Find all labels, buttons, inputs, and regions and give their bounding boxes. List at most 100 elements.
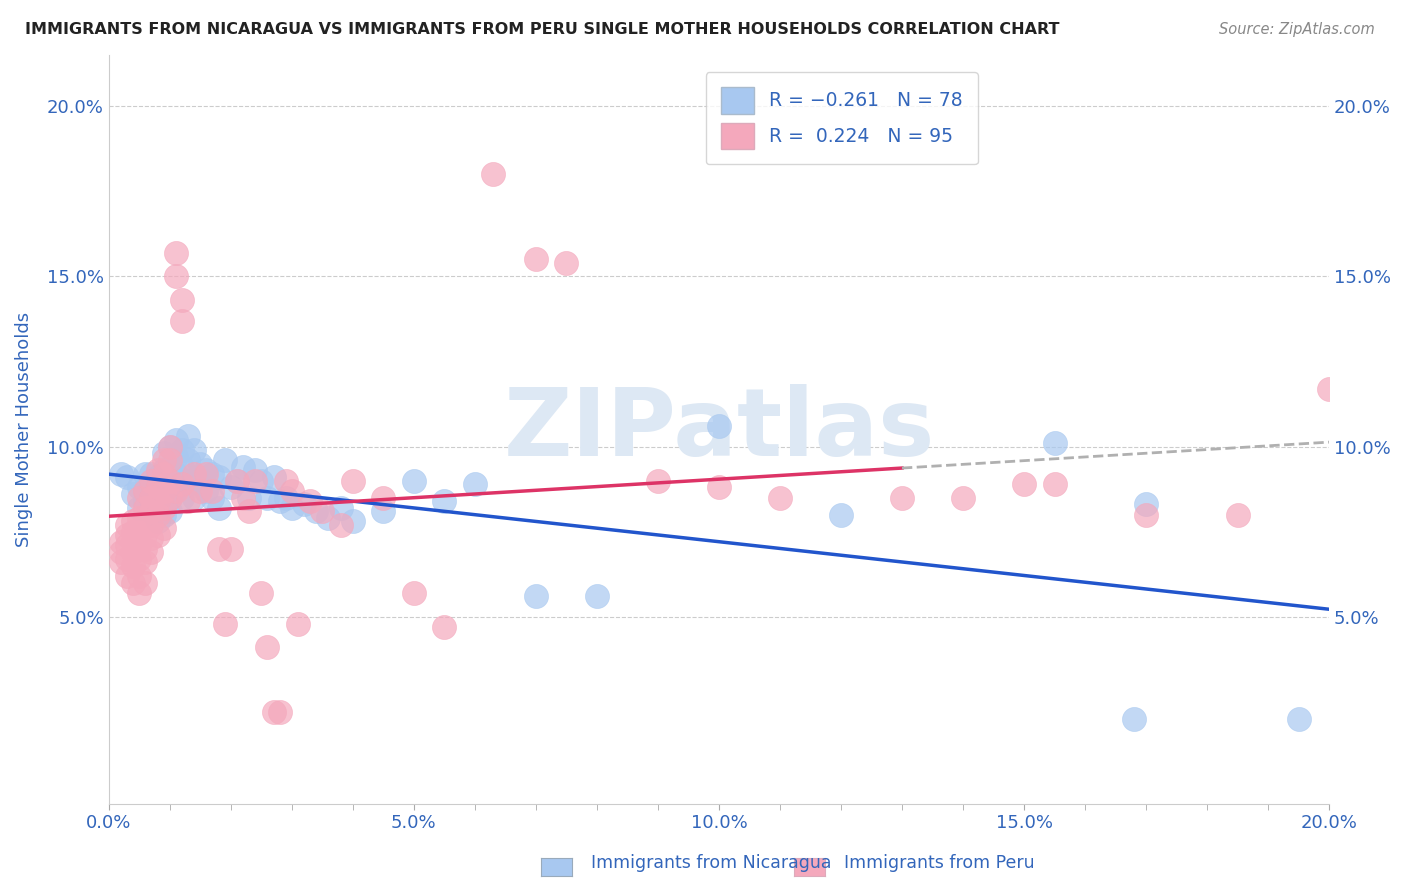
Point [170,460,193,475]
Point [225,474,247,488]
Point [152,463,174,477]
Point [134,500,156,515]
Point [373,504,395,518]
Point [122,515,145,529]
Point [183,442,205,457]
Point [152,483,174,498]
Point [128,524,150,539]
Point [555,256,578,270]
Point [134,483,156,498]
Point [134,541,156,556]
Text: ZIPatlas: ZIPatlas [503,384,935,475]
Point [402,474,425,488]
Point [188,483,211,498]
Point [159,504,181,518]
Point [146,480,169,494]
Point [141,467,163,481]
Point [177,453,200,467]
Point [115,470,138,484]
Point [165,245,187,260]
Point [269,705,291,719]
Point [287,616,309,631]
Point [170,293,193,308]
Point [170,442,193,457]
Legend: R = −0.261   N = 78, R =  0.224   N = 95: R = −0.261 N = 78, R = 0.224 N = 95 [706,72,979,164]
Point [177,474,200,488]
Point [207,541,229,556]
Text: Immigrants from Nicaragua: Immigrants from Nicaragua [591,855,831,872]
Point [159,453,181,467]
Point [232,491,254,505]
Point [177,429,200,443]
Point [152,480,174,494]
Point [128,569,150,583]
Point [122,524,145,539]
Point [134,555,156,569]
Point [214,453,236,467]
Point [201,483,224,498]
Point [292,498,315,512]
Point [207,470,229,484]
Point [170,477,193,491]
Point [146,500,169,515]
Point [1043,477,1066,491]
Point [122,545,145,559]
Point [128,552,150,566]
Point [134,483,156,498]
Point [269,494,291,508]
Point [159,440,181,454]
Point [263,705,285,719]
Point [165,450,187,464]
Point [170,477,193,491]
Point [238,491,260,505]
Point [707,419,730,434]
Point [263,470,285,484]
Point [1012,477,1035,491]
Point [159,491,181,505]
Point [214,616,236,631]
Point [110,467,132,481]
Point [245,474,267,488]
Point [152,453,174,467]
Point [128,500,150,515]
Point [482,167,505,181]
Point [170,491,193,505]
Point [952,491,974,505]
Point [329,500,352,515]
Point [830,508,852,522]
Point [146,463,169,477]
Point [146,494,169,508]
Y-axis label: Single Mother Households: Single Mother Households [15,312,32,547]
Point [177,494,200,508]
Point [115,569,138,583]
Point [433,620,456,634]
Point [165,433,187,447]
Point [134,494,156,508]
Point [115,552,138,566]
Point [256,640,278,655]
Point [141,491,163,505]
Point [891,491,914,505]
Point [170,313,193,327]
Point [146,470,169,484]
Point [342,515,364,529]
Point [141,474,163,488]
Point [122,534,145,549]
Point [152,521,174,535]
Point [238,504,260,518]
Point [141,517,163,532]
Point [281,500,304,515]
Point [183,474,205,488]
Point [110,545,132,559]
Point [141,504,163,518]
Point [274,491,297,505]
Point [134,575,156,590]
Point [1135,508,1157,522]
Point [128,491,150,505]
Point [1135,498,1157,512]
Point [299,494,322,508]
Point [128,586,150,600]
Point [524,252,547,267]
Point [245,463,267,477]
Point [141,532,163,546]
